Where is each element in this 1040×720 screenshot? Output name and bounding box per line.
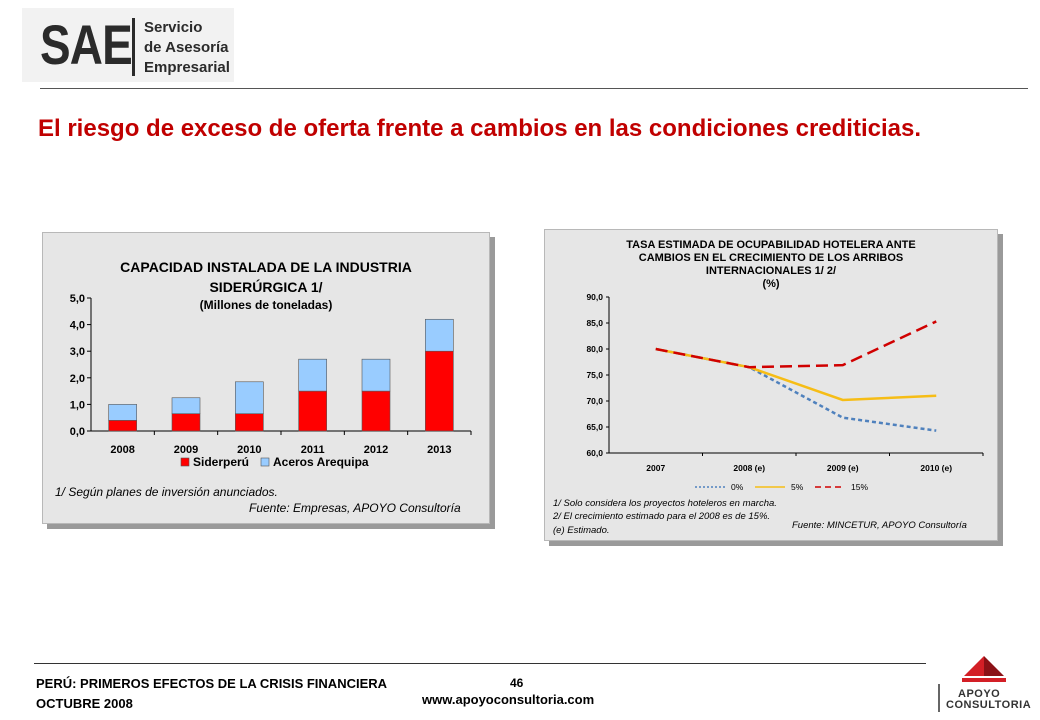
legend-label: Siderperú <box>193 455 249 469</box>
chart1-title: CAPACIDAD INSTALADA DE LA INDUSTRIA SIDE… <box>43 257 489 313</box>
chart-panel-capacity: CAPACIDAD INSTALADA DE LA INDUSTRIA SIDE… <box>42 232 490 524</box>
bar-siderperu <box>361 390 391 432</box>
y-tick-label: 1,0 <box>70 399 85 411</box>
chart2-title-line: CAMBIOS EN EL CRECIMIENTO DE LOS ARRIBOS <box>638 252 904 264</box>
x-tick-label: 2008 (e) <box>733 463 765 473</box>
legend-label: Aceros Arequipa <box>273 455 369 469</box>
chart2-note: (e) Estimado. <box>553 525 610 536</box>
legend-label: 0% <box>731 482 744 492</box>
y-tick-label: 65,0 <box>586 422 603 432</box>
chart1-title-line: CAPACIDAD INSTALADA DE LA INDUSTRIA <box>120 259 412 275</box>
y-tick-label: 60,0 <box>586 448 603 458</box>
line-series-0 <box>655 347 937 432</box>
y-tick-label: 90,0 <box>586 292 603 302</box>
apoyo-logo-icon <box>938 656 1006 712</box>
slide-title: El riesgo de exceso de oferta frente a c… <box>38 115 922 142</box>
bar-aceros <box>425 318 454 352</box>
chart1-subtitle: (Millones de toneladas) <box>199 298 333 312</box>
y-tick-label: 3,0 <box>70 346 85 358</box>
bar-siderperu <box>235 413 264 432</box>
logo-line: Servicio <box>144 19 203 36</box>
x-tick-label: 2010 (e) <box>920 463 952 473</box>
legend-swatch <box>180 457 190 467</box>
page-number: 46 <box>510 676 524 690</box>
x-tick-label: 2007 <box>646 463 665 473</box>
bar-siderperu <box>171 413 201 432</box>
logo-line: de Asesoría <box>144 39 229 56</box>
y-tick-label: 5,0 <box>70 293 85 305</box>
bar-aceros <box>298 358 327 392</box>
chart1-source: Fuente: Empresas, APOYO Consultoría <box>249 501 461 515</box>
x-tick-label: 2012 <box>364 444 388 456</box>
bar-aceros <box>235 381 264 415</box>
apoyo-line: CONSULTORIA <box>946 699 1032 711</box>
footer-date: OCTUBRE 2008 <box>36 696 133 711</box>
x-tick-label: 2011 <box>301 444 325 456</box>
bar-siderperu <box>298 390 327 432</box>
y-tick-label: 4,0 <box>70 320 85 332</box>
chart2-source: Fuente: MINCETUR, APOYO Consultoría <box>792 520 967 531</box>
chart-panel-occupancy: TASA ESTIMADA DE OCUPABILIDAD HOTELERA A… <box>544 229 998 541</box>
sae-logo: SAE Servicio de Asesoría Empresarial <box>22 8 234 82</box>
occupancy-line-chart: 60,0 65,0 70,0 75,0 80,0 85,0 90,0 2007 2008 (e)… <box>586 292 984 492</box>
logo-mark: SAE <box>40 13 133 76</box>
legend-label: 15% <box>851 482 868 492</box>
logo-text: Servicio de Asesoría Empresarial <box>144 18 230 78</box>
x-tick-label: 2008 <box>110 444 134 456</box>
y-tick-label: 80,0 <box>586 344 603 354</box>
logo-line: Empresarial <box>144 59 230 76</box>
top-divider <box>40 88 1028 89</box>
bar-aceros <box>361 358 391 392</box>
bottom-divider <box>34 663 926 664</box>
bar-siderperu <box>425 350 454 432</box>
apoyo-logo-text: APOYO CONSULTORIA <box>938 689 1031 711</box>
legend-label: 5% <box>791 482 804 492</box>
x-tick-label: 2009 <box>174 444 198 456</box>
y-tick-label: 70,0 <box>586 396 603 406</box>
chart2-note: 1/ Solo considera los proyectos hotelero… <box>553 498 777 509</box>
bar-aceros <box>171 397 201 415</box>
x-tick-label: 2009 (e) <box>827 463 859 473</box>
y-tick-label: 75,0 <box>586 370 603 380</box>
logo-divider <box>132 18 135 76</box>
chart1-title-line: SIDERÚRGICA 1/ <box>209 279 323 295</box>
footer-report-title: PERÚ: PRIMEROS EFECTOS DE LA CRISIS FINA… <box>36 676 388 691</box>
footer-url[interactable]: www.apoyoconsultoria.com <box>422 692 595 707</box>
chart2-note: 2/ El crecimiento estimado para el 2008 … <box>553 511 771 522</box>
x-tick-label: 2010 <box>237 444 261 456</box>
bar-siderperu <box>108 420 137 432</box>
chart1-note: 1/ Según planes de inversión anunciados. <box>55 485 278 499</box>
chart2-title-line: TASA ESTIMADA DE OCUPABILIDAD HOTELERA A… <box>626 239 916 251</box>
x-tick-label: 2013 <box>427 444 451 456</box>
chart2-title-line: INTERNACIONALES 1/ 2/ <box>705 265 837 277</box>
line-series-2 <box>655 320 937 369</box>
bar-aceros <box>108 404 137 421</box>
y-tick-label: 0,0 <box>70 426 85 438</box>
apoyo-line: APOYO <box>958 688 1001 700</box>
y-tick-label: 85,0 <box>586 318 603 328</box>
legend-swatch <box>260 457 270 467</box>
y-tick-label: 2,0 <box>70 373 85 385</box>
chart2-title-line: (%) <box>762 278 780 290</box>
chart2-title: TASA ESTIMADA DE OCUPABILIDAD HOTELERA A… <box>545 239 997 291</box>
capacity-bar-chart: 0,0 1,0 2,0 3,0 4,0 5,0 2008 2009 2010 2011 2012 20… <box>70 293 472 469</box>
